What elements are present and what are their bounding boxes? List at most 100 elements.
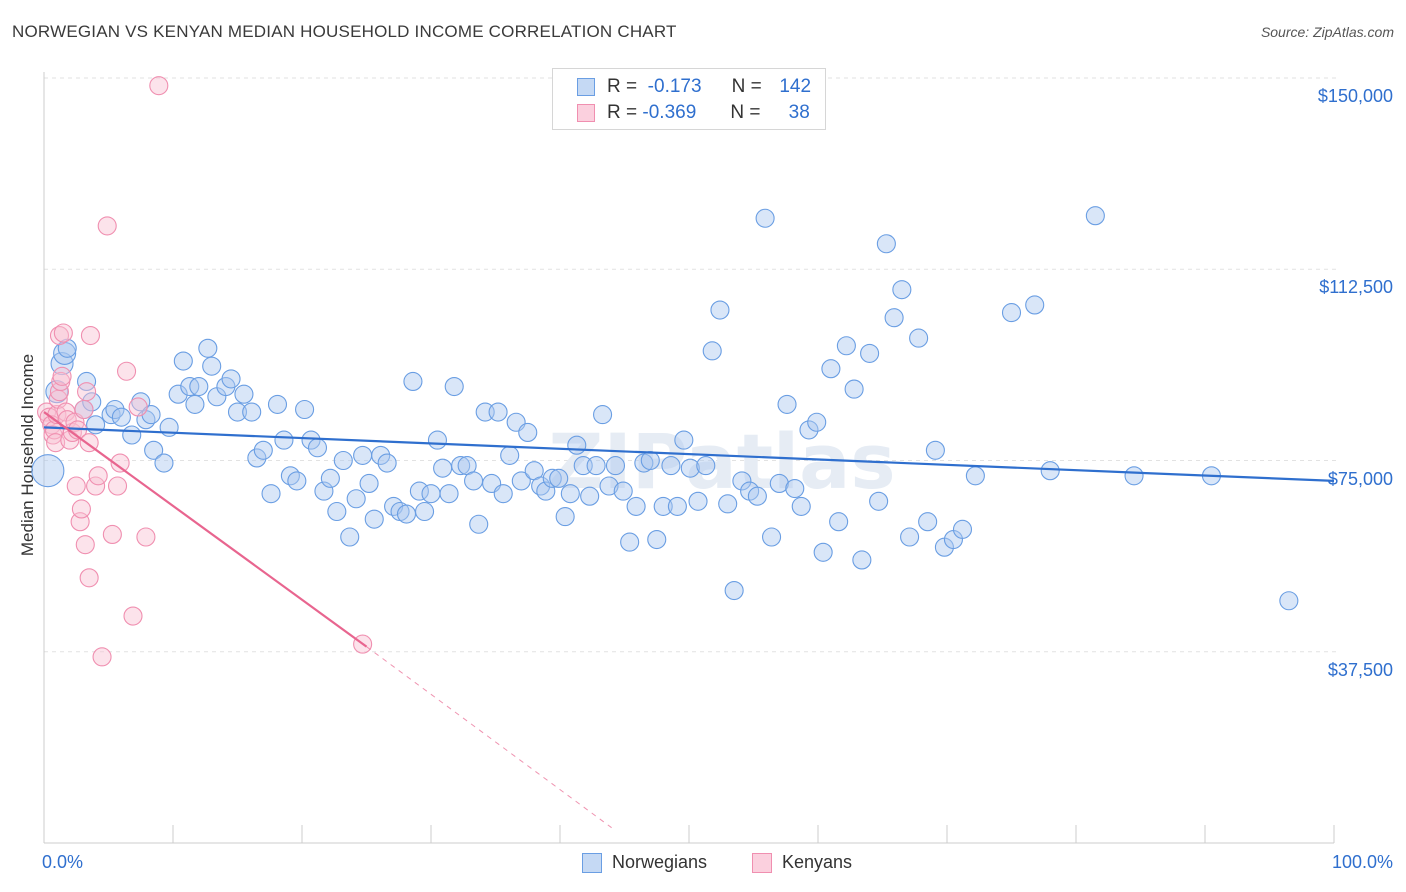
norwegian-point — [549, 468, 569, 488]
norwegian-point — [531, 476, 551, 496]
y-tick-label: $112,500 — [1319, 277, 1393, 298]
norwegian-point — [965, 466, 985, 486]
kenyan-point — [107, 476, 128, 496]
norwegian-point — [439, 484, 459, 504]
norwegian-point — [593, 405, 613, 425]
norwegian-point — [1025, 295, 1045, 315]
norwegian-point — [869, 491, 889, 511]
norwegian-point — [667, 496, 687, 516]
norwegian-point — [560, 484, 580, 504]
stats-row-norwegians: R = -0.173 N = 142 — [577, 75, 811, 99]
norwegian-point — [261, 484, 281, 504]
norwegian-point — [653, 496, 673, 516]
norwegian-point — [952, 519, 973, 539]
norwegian-point — [620, 532, 640, 552]
y-tick-label: $37,500 — [1327, 659, 1393, 680]
norwegian-point — [900, 527, 920, 547]
stats-legend: R = -0.173 N = 142 R = -0.369 N = 38 — [552, 68, 826, 130]
norwegian-point — [359, 473, 379, 494]
y-tick-label: $75,000 — [1327, 468, 1393, 489]
norwegian-point — [844, 379, 864, 399]
y-tick-label: $150,000 — [1317, 86, 1393, 106]
norwegian-point — [320, 468, 340, 488]
norwegians-swatch — [577, 78, 595, 96]
kenyan-point — [52, 366, 72, 386]
norwegian-point — [45, 380, 69, 404]
norwegian-point — [333, 450, 353, 471]
norwegian-point — [909, 328, 929, 348]
norwegian-point — [31, 454, 65, 488]
norwegian-point — [173, 351, 193, 371]
norwegian-point — [852, 550, 872, 570]
norwegian-point — [688, 491, 708, 511]
norwegian-point — [77, 371, 97, 392]
norwegian-point — [674, 430, 694, 450]
norwegian-point — [444, 376, 464, 397]
kenyan-point — [79, 568, 99, 588]
kenyan-point — [75, 535, 95, 555]
kenyan-point — [46, 433, 66, 453]
r-label: R = — [607, 76, 638, 97]
watermark-text: ZIPatlas — [548, 417, 895, 506]
norwegian-point — [82, 392, 102, 412]
watermark: ZIPatlas — [548, 417, 895, 506]
norwegian-point — [346, 489, 366, 509]
norwegian-point — [860, 343, 880, 363]
norwegian-point — [626, 496, 646, 516]
x-tick-label-max: 100.0% — [1331, 852, 1393, 872]
norwegian-point — [202, 356, 222, 376]
norwegian-point — [1085, 206, 1105, 226]
norwegian-point — [567, 435, 587, 455]
norwegian-point — [1279, 591, 1299, 611]
norwegian-point — [696, 456, 716, 476]
norwegian-point — [185, 394, 205, 414]
kenyans-legend-swatch — [752, 852, 772, 873]
norwegian-point — [613, 481, 633, 501]
norwegian-point — [769, 473, 789, 494]
norwegian-point — [500, 445, 520, 465]
kenyan-point — [123, 606, 143, 626]
kenyan-point — [97, 216, 117, 236]
norwegian-point — [762, 527, 782, 547]
norwegian-point — [414, 501, 435, 522]
x-tick-label-min: 0.0% — [42, 852, 84, 872]
norwegian-point — [421, 484, 441, 504]
grid-lines — [44, 77, 1338, 653]
norwegian-point — [464, 471, 484, 491]
norwegian-point — [253, 440, 273, 460]
stats-row-kenyans: R = -0.369 N = 38 — [577, 101, 810, 125]
norwegian-point — [189, 376, 209, 397]
norwegian-point — [732, 471, 752, 491]
kenyan-point — [53, 323, 73, 343]
norwegian-point — [105, 399, 125, 420]
norwegian-point — [242, 402, 262, 422]
source-label: Source: ZipAtlas.com — [1260, 24, 1394, 40]
kenyan-point — [128, 397, 148, 417]
norwegian-point — [821, 359, 841, 379]
kenyans-swatch — [577, 104, 595, 122]
legend-item-kenyans: Kenyans — [752, 852, 852, 873]
norwegian-point — [680, 458, 700, 478]
norwegian-point — [555, 507, 575, 527]
norwegian-point — [168, 384, 188, 404]
legend-label: Norwegians — [612, 852, 708, 872]
chart-title: NORWEGIAN VS KENYAN MEDIAN HOUSEHOLD INC… — [12, 22, 677, 41]
kenyan-point — [49, 382, 70, 402]
norwegian-point — [403, 371, 423, 392]
kenyan-point — [71, 499, 91, 519]
norwegian-point — [1040, 461, 1060, 481]
norwegian-point — [747, 486, 767, 506]
norwegian-point — [813, 542, 833, 562]
norwegian-point — [791, 496, 811, 516]
norwegian-point — [371, 445, 391, 465]
norwegian-point — [807, 412, 827, 432]
norwegian-point — [488, 402, 508, 422]
n-label: N = — [730, 102, 761, 123]
legend-item-norwegians: Norwegians — [582, 852, 707, 873]
norwegians-trend-line — [43, 426, 1335, 482]
norwegian-point — [605, 456, 626, 476]
norwegian-point — [267, 394, 288, 414]
kenyan-point — [102, 524, 122, 545]
norwegian-point — [433, 458, 453, 478]
